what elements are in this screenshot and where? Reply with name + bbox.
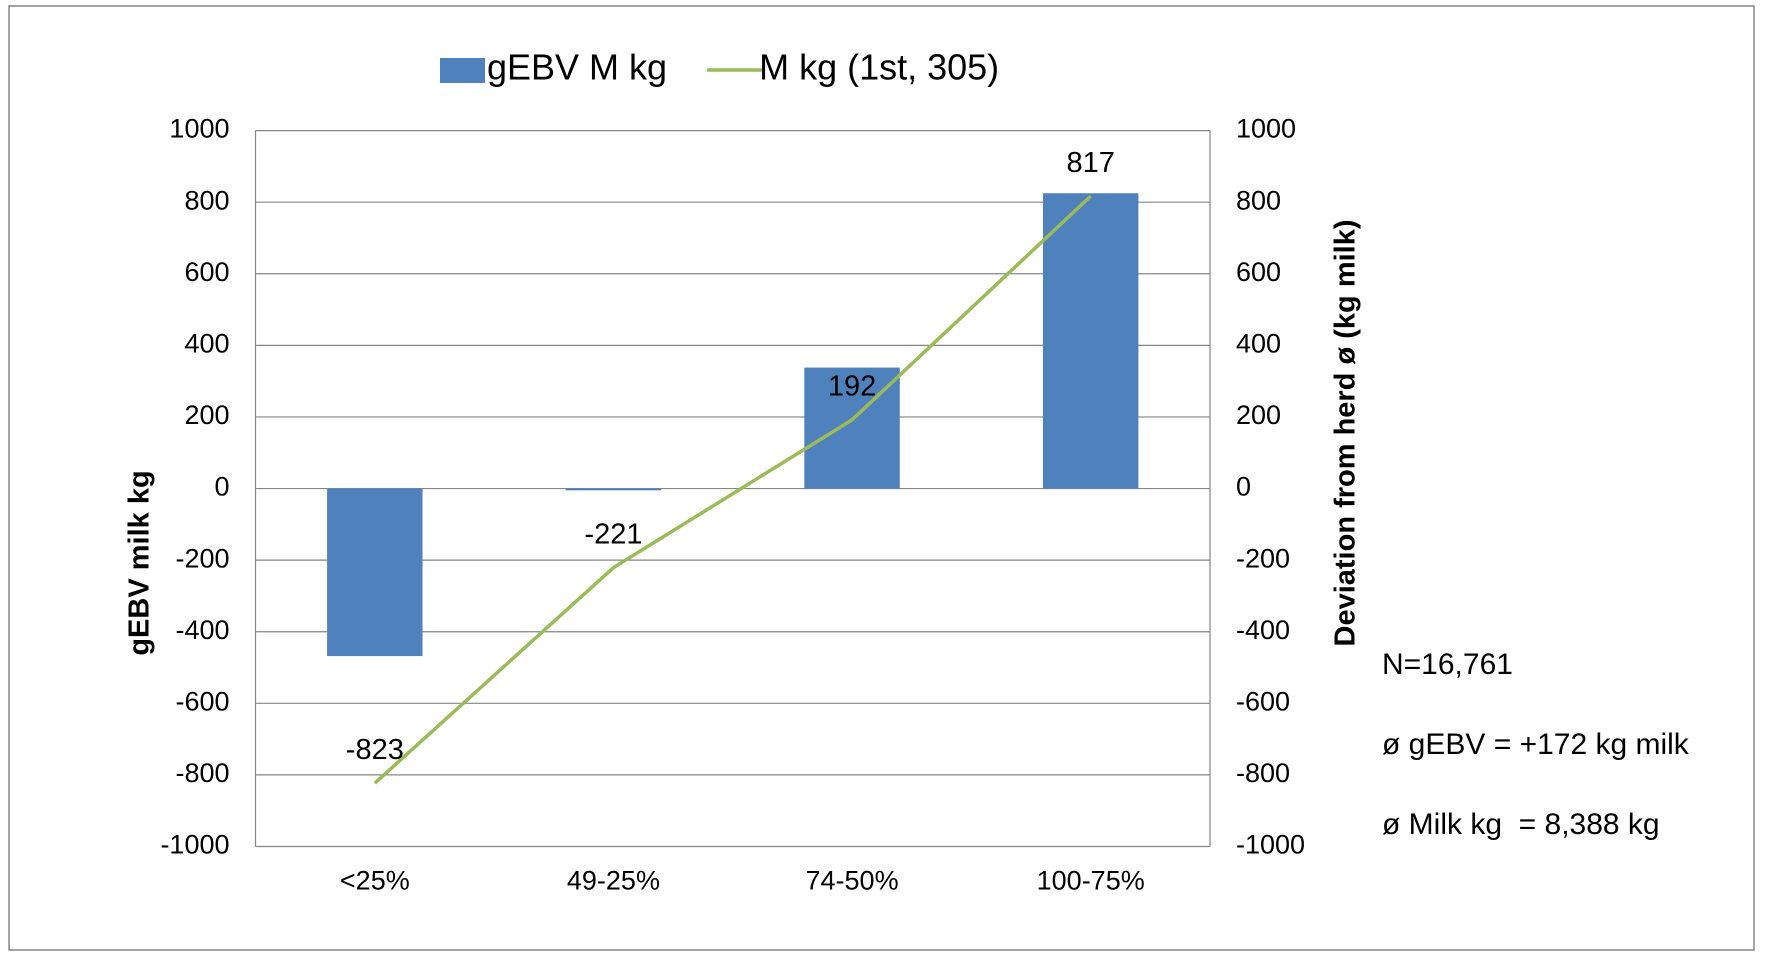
- y-tick-label: 0: [214, 472, 229, 502]
- y-tick-label: -600: [175, 686, 229, 716]
- line: [373, 194, 1092, 785]
- x-tick-label: 100-75%: [1037, 866, 1145, 896]
- annotation: ø Milk kg = 8,388 kg: [1382, 808, 1660, 841]
- legend-label: M kg (1st, 305): [759, 47, 999, 88]
- bar: [565, 488, 662, 491]
- y2-tick-label: -1000: [1236, 830, 1305, 860]
- y2-tick-label: -400: [1236, 615, 1290, 645]
- y2-tick-label: 200: [1236, 400, 1281, 430]
- data-label: -823: [346, 734, 404, 766]
- data-label: 192: [828, 370, 876, 402]
- x-tick-label: 74-50%: [806, 866, 899, 896]
- legend-label: gEBV M kg: [487, 47, 667, 88]
- y2-tick-label: -600: [1236, 686, 1290, 716]
- x-tick-label: 49-25%: [567, 866, 660, 896]
- y-tick-label: -200: [175, 543, 229, 573]
- y-tick-label: 400: [184, 328, 229, 358]
- y2-tick-label: 1000: [1236, 114, 1296, 144]
- y-tick-label: 800: [184, 185, 229, 215]
- data-label: 817: [1066, 147, 1114, 179]
- bar: [327, 488, 423, 657]
- y-tick-label: 200: [184, 400, 229, 430]
- y2-tick-label: -800: [1236, 758, 1290, 788]
- y2-tick-label: 600: [1236, 257, 1281, 287]
- y2-axis-title: Deviation from herd ø (kg milk): [1330, 220, 1362, 647]
- x-tick-label: <25%: [340, 866, 410, 896]
- bar: [1042, 193, 1139, 489]
- annotation: N=16,761: [1382, 648, 1513, 681]
- legend-swatch: [440, 58, 485, 83]
- y2-tick-label: 0: [1236, 472, 1251, 502]
- y-tick-label: 1000: [169, 114, 229, 144]
- y2-tick-label: -200: [1236, 543, 1290, 573]
- data-label: -221: [584, 518, 642, 550]
- y2-tick-label: 800: [1236, 185, 1281, 215]
- y2-tick-label: 400: [1236, 328, 1281, 358]
- y-tick-label: -1000: [160, 830, 229, 860]
- y-tick-label: 600: [184, 257, 229, 287]
- y-axis-title: gEBV milk kg: [124, 470, 156, 655]
- y-tick-label: -400: [175, 615, 229, 645]
- y-tick-label: -800: [175, 758, 229, 788]
- annotation: ø gEBV = +172 kg milk: [1382, 728, 1690, 761]
